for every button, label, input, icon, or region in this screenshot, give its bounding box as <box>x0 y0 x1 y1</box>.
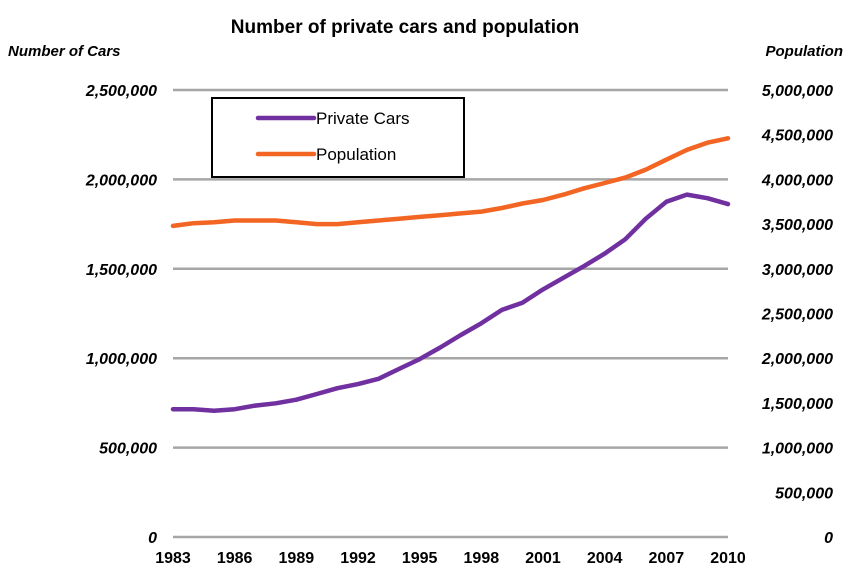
left-tick-label: 2,000,000 <box>85 172 157 189</box>
x-tick-label: 2004 <box>587 550 623 567</box>
left-tick-label: 1,500,000 <box>86 262 157 279</box>
x-tick-label: 1983 <box>155 550 191 567</box>
right-tick-label: 3,500,000 <box>762 217 833 234</box>
right-axis-ticks: 0 500,000 1,000,000 1,500,000 2,000,000 2,500… <box>761 83 833 547</box>
grid-layer <box>173 88 728 539</box>
right-tick-label: 3,000,000 <box>762 262 833 279</box>
legend-box <box>211 97 465 178</box>
left-tick-label: 0 <box>148 530 157 547</box>
x-tick-label: 1992 <box>340 550 376 567</box>
x-tick-label: 1998 <box>464 550 500 567</box>
left-tick-label: 1,000,000 <box>86 351 157 368</box>
x-tick-label: 1989 <box>279 550 315 567</box>
right-tick-label: 2,000,000 <box>761 351 833 368</box>
x-tick-label: 1986 <box>217 550 253 567</box>
x-tick-label: 2010 <box>710 550 746 567</box>
series-layer <box>170 136 731 414</box>
right-tick-label: 0 <box>824 530 833 547</box>
left-axis-ticks: 0 500,000 1,000,000 1,500,000 2,000,000 2,500… <box>85 83 157 547</box>
x-axis-ticks: 1983 1986 1989 1992 1995 1998 2001 2004 2007 2010 <box>155 550 746 567</box>
legend-label: Population <box>316 145 396 164</box>
x-tick-label: 2007 <box>649 550 685 567</box>
right-tick-label: 5,000,000 <box>762 83 833 100</box>
series-line-population <box>170 136 731 229</box>
legend-label: Private Cars <box>316 109 410 128</box>
chart-title: Number of private cars and population <box>231 17 579 38</box>
x-tick-label: 1995 <box>402 550 438 567</box>
right-tick-label: 2,500,000 <box>761 307 833 324</box>
right-tick-label: 4,000,000 <box>761 172 833 189</box>
legend: Private Cars Population <box>211 97 465 178</box>
series-line-private-cars <box>170 192 731 414</box>
left-tick-label: 500,000 <box>99 441 157 458</box>
right-axis-title: Population <box>766 43 844 60</box>
right-tick-label: 1,000,000 <box>762 441 833 458</box>
x-tick-label: 2001 <box>525 550 561 567</box>
right-tick-label: 500,000 <box>775 485 833 502</box>
right-tick-label: 4,500,000 <box>761 128 833 145</box>
right-tick-label: 1,500,000 <box>762 396 833 413</box>
left-tick-label: 2,500,000 <box>85 83 157 100</box>
left-axis-title: Number of Cars <box>8 43 121 60</box>
